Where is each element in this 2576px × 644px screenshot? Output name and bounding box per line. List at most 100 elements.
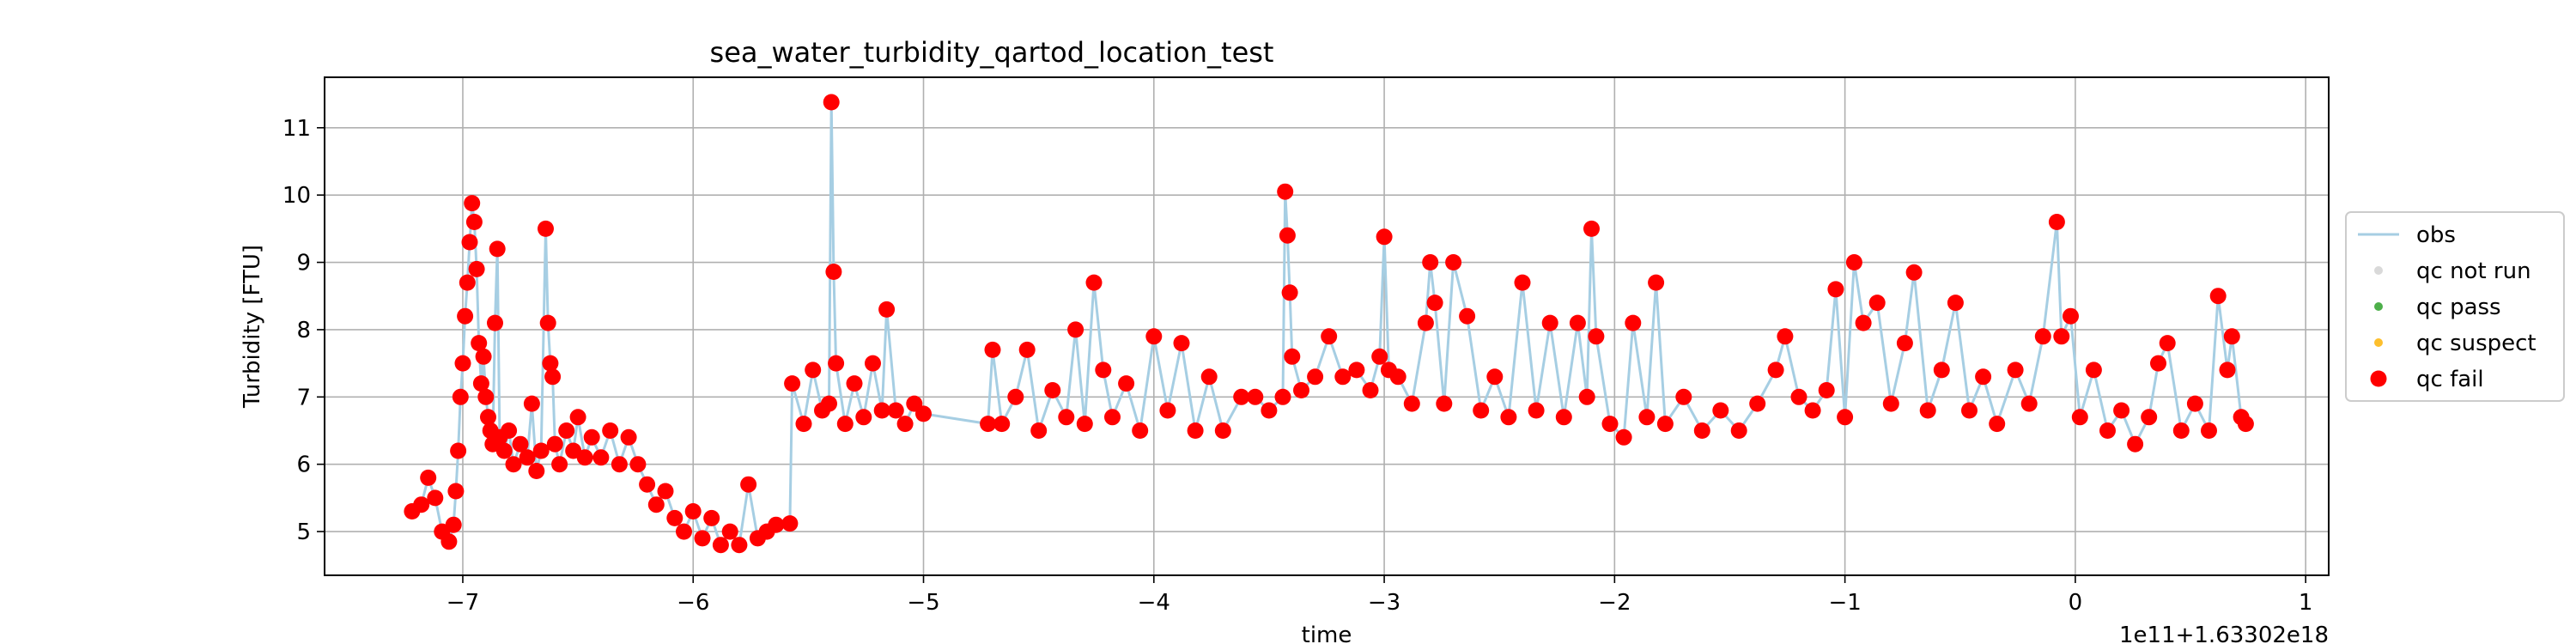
x-tick-label: −4 bbox=[1138, 590, 1170, 616]
qc-fail-point bbox=[569, 409, 586, 426]
qc-fail-point bbox=[1588, 328, 1605, 345]
qc-fail-point bbox=[1790, 388, 1807, 405]
qc-fail-point bbox=[450, 442, 467, 459]
legend-swatch bbox=[2374, 266, 2383, 275]
qc-fail-point bbox=[1919, 402, 1936, 419]
qc-fail-point bbox=[1837, 409, 1854, 426]
qc-fail-point bbox=[471, 335, 488, 352]
qc-fail-point bbox=[2034, 328, 2051, 345]
qc-fail-point bbox=[2048, 214, 2065, 230]
qc-fail-point bbox=[2141, 409, 2158, 426]
x-tick-label: −2 bbox=[1598, 590, 1631, 616]
qc-fail-point bbox=[1281, 284, 1298, 301]
qc-fail-point bbox=[2150, 355, 2166, 372]
qc-fail-point bbox=[1827, 281, 1844, 298]
qc-fail-point bbox=[896, 416, 914, 433]
qc-fail-point bbox=[457, 307, 474, 325]
qc-fail-point bbox=[805, 361, 822, 379]
qc-fail-point bbox=[1371, 348, 1388, 365]
qc-fail-point bbox=[873, 402, 890, 419]
legend-swatch bbox=[2370, 370, 2387, 387]
qc-fail-point bbox=[1436, 395, 1453, 412]
qc-fail-point bbox=[1486, 368, 1504, 386]
qc-fail-point bbox=[1656, 416, 1674, 433]
qc-fail-point bbox=[592, 449, 610, 466]
qc-fail-point bbox=[1145, 328, 1163, 345]
qc-fail-point bbox=[512, 435, 529, 453]
qc-fail-point bbox=[855, 409, 872, 426]
qc-fail-point bbox=[1445, 254, 1462, 270]
qc-fail-point bbox=[1284, 348, 1301, 365]
qc-fail-point bbox=[1389, 368, 1406, 386]
qc-fail-point bbox=[551, 456, 568, 473]
qc-fail-point bbox=[1173, 335, 1190, 352]
qc-fail-point bbox=[447, 483, 465, 500]
qc-fail-point bbox=[1675, 388, 1692, 405]
qc-fail-point bbox=[721, 523, 738, 540]
qc-fail-point bbox=[544, 368, 562, 386]
qc-fail-point bbox=[1868, 295, 1886, 312]
qc-fail-point bbox=[465, 214, 483, 230]
legend-swatch bbox=[2374, 302, 2383, 311]
qc-fail-point bbox=[1018, 341, 1036, 358]
qc-fail-point bbox=[740, 476, 757, 493]
qc-fail-point bbox=[657, 483, 674, 500]
qc-fail-point bbox=[639, 476, 656, 493]
qc-fail-point bbox=[2159, 335, 2176, 352]
qc-fail-point bbox=[1648, 274, 1665, 291]
qc-fail-point bbox=[611, 456, 628, 473]
qc-fail-point bbox=[1855, 314, 1872, 331]
qc-fail-point bbox=[1541, 314, 1558, 331]
qc-fail-point bbox=[1376, 228, 1393, 246]
x-tick-label: −7 bbox=[447, 590, 479, 616]
qc-fail-point bbox=[489, 240, 506, 258]
qc-fail-point bbox=[472, 375, 489, 392]
qc-fail-point bbox=[993, 416, 1011, 433]
x-tick-label: −5 bbox=[907, 590, 939, 616]
qc-fail-point bbox=[440, 533, 458, 550]
qc-fail-point bbox=[666, 509, 683, 526]
qc-fail-point bbox=[532, 442, 550, 459]
qc-fail-point bbox=[1233, 388, 1250, 405]
qc-fail-point bbox=[781, 515, 799, 532]
qc-fail-point bbox=[1514, 274, 1531, 291]
qc-fail-point bbox=[1118, 375, 1135, 392]
y-tick-label: 6 bbox=[296, 453, 311, 478]
qc-fail-point bbox=[1749, 395, 1766, 412]
qc-fail-point bbox=[539, 314, 556, 331]
qc-fail-point bbox=[980, 416, 997, 433]
qc-fail-point bbox=[1625, 314, 1642, 331]
qc-fail-point bbox=[480, 409, 496, 426]
qc-fail-point bbox=[519, 449, 536, 466]
qc-fail-point bbox=[1334, 368, 1352, 386]
qc-fail-point bbox=[445, 516, 462, 533]
qc-fail-point bbox=[558, 422, 575, 439]
qc-fail-point bbox=[684, 503, 702, 519]
qc-fail-point bbox=[1905, 264, 1923, 281]
qc-fail-point bbox=[475, 348, 492, 365]
qc-fail-point bbox=[1896, 335, 1913, 352]
y-axis-label: Turbidity [FTU] bbox=[240, 245, 265, 409]
qc-fail-point bbox=[427, 489, 444, 507]
qc-fail-point bbox=[2113, 402, 2130, 419]
qc-fail-point bbox=[620, 428, 637, 446]
qc-fail-point bbox=[413, 496, 430, 513]
qc-fail-point bbox=[1730, 422, 1747, 439]
qc-fail-point bbox=[1500, 409, 1517, 426]
qc-fail-point bbox=[712, 537, 729, 554]
qc-fail-point bbox=[468, 260, 485, 277]
qc-fail-point bbox=[2223, 328, 2240, 345]
qc-fail-point bbox=[1569, 314, 1586, 331]
qc-fail-point bbox=[523, 395, 540, 412]
qc-fail-point bbox=[2020, 395, 2038, 412]
qc-fail-point bbox=[1712, 402, 1729, 419]
qc-fail-point bbox=[915, 405, 932, 422]
x-tick-label: 1 bbox=[2299, 590, 2313, 616]
qc-fail-point bbox=[477, 388, 495, 405]
qc-fail-point bbox=[1076, 416, 1093, 433]
qc-fail-point bbox=[784, 375, 801, 392]
legend-swatch bbox=[2374, 338, 2383, 347]
qc-fail-point bbox=[1214, 422, 1231, 439]
legend: obs qc not run qc pass qc suspect qc fail bbox=[2345, 211, 2565, 402]
